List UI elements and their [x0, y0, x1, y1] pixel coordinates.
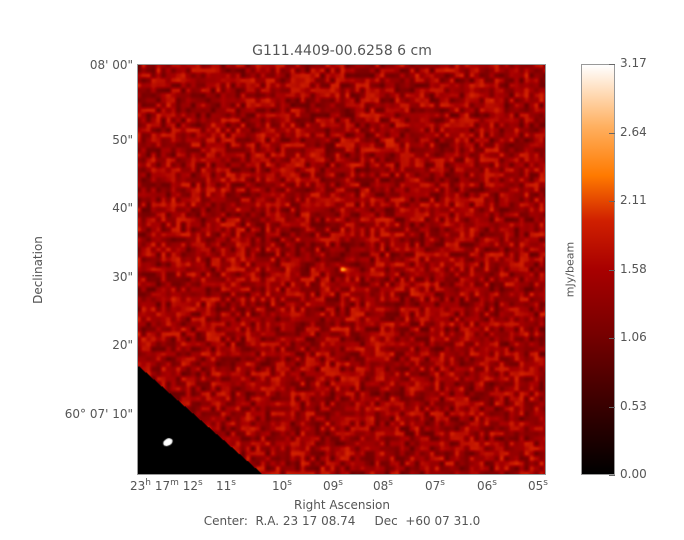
- x-tick-value: 05: [528, 479, 544, 493]
- center-coordinates: Center: R.A. 23 17 08.74 Dec +60 07 31.0: [203, 514, 481, 528]
- x-tick-label: 11s: [216, 478, 236, 493]
- x-tick-unit: s: [198, 478, 203, 488]
- x-tick-value: 17: [154, 479, 171, 493]
- y-tick-label: 08' 00": [89, 58, 133, 72]
- colorbar-tick-label: 3.17: [620, 56, 647, 70]
- colorbar-tick-label: 2.64: [620, 124, 647, 139]
- x-tick-label: 23h 17m 12s: [130, 478, 203, 493]
- x-tick-value: 11: [216, 479, 232, 493]
- colorbar-tick: [609, 132, 615, 134]
- colorbar-tick-label: 2.11: [620, 193, 647, 207]
- colorbar-label: mJy/beam: [563, 241, 577, 298]
- colorbar-tick-label: 0.00: [620, 467, 647, 481]
- y-tick-label: 40": [112, 201, 133, 215]
- image-plot: [137, 64, 546, 475]
- x-tick-value: 08: [373, 479, 389, 493]
- x-tick-unit: s: [287, 478, 292, 488]
- x-tick-value: 23: [130, 479, 146, 493]
- radio-map-heatmap: [138, 65, 545, 474]
- x-tick-label: 07s: [425, 478, 445, 493]
- colorbar-tick-label: 0.53: [620, 398, 647, 413]
- colorbar-tick: [609, 64, 615, 65]
- x-tick-label: 09s: [323, 478, 343, 493]
- x-tick-unit: h: [145, 478, 151, 488]
- x-tick-label: 10s: [272, 478, 292, 493]
- x-tick-label: 06s: [477, 478, 497, 493]
- y-tick-label: 30": [112, 270, 133, 284]
- x-tick-label: 05s: [528, 478, 548, 493]
- colorbar-tick: [609, 201, 615, 202]
- colorbar-tick-label: 1.06: [620, 330, 647, 344]
- x-tick-unit: s: [543, 478, 548, 488]
- x-tick-unit: s: [492, 478, 497, 488]
- x-tick-value: 12: [182, 479, 198, 493]
- y-axis-label: Declination: [31, 236, 45, 304]
- x-tick-value: 09: [323, 479, 339, 493]
- colorbar-tick: [609, 338, 615, 339]
- colorbar-tick: [609, 475, 615, 476]
- x-tick-unit: s: [440, 478, 445, 488]
- x-tick-value: 07: [425, 479, 441, 493]
- colorbar-tick-label: 1.58: [620, 261, 647, 276]
- x-tick-label: 08s: [373, 478, 393, 493]
- colorbar-tick: [609, 406, 615, 408]
- x-tick-unit: s: [231, 478, 236, 488]
- x-tick-unit: m: [170, 478, 179, 488]
- x-axis-label: Right Ascension: [294, 498, 390, 512]
- x-tick-unit: s: [338, 478, 343, 488]
- x-tick-value: 10: [272, 479, 288, 493]
- x-tick-value: 06: [477, 479, 493, 493]
- x-tick-unit: s: [388, 478, 393, 488]
- y-tick-label: 60° 07' 10": [64, 407, 133, 421]
- chart-title: G111.4409-00.6258 6 cm: [252, 43, 432, 59]
- colorbar-tick: [609, 269, 615, 271]
- y-tick-label: 50": [112, 133, 133, 147]
- y-tick-label: 20": [112, 338, 133, 352]
